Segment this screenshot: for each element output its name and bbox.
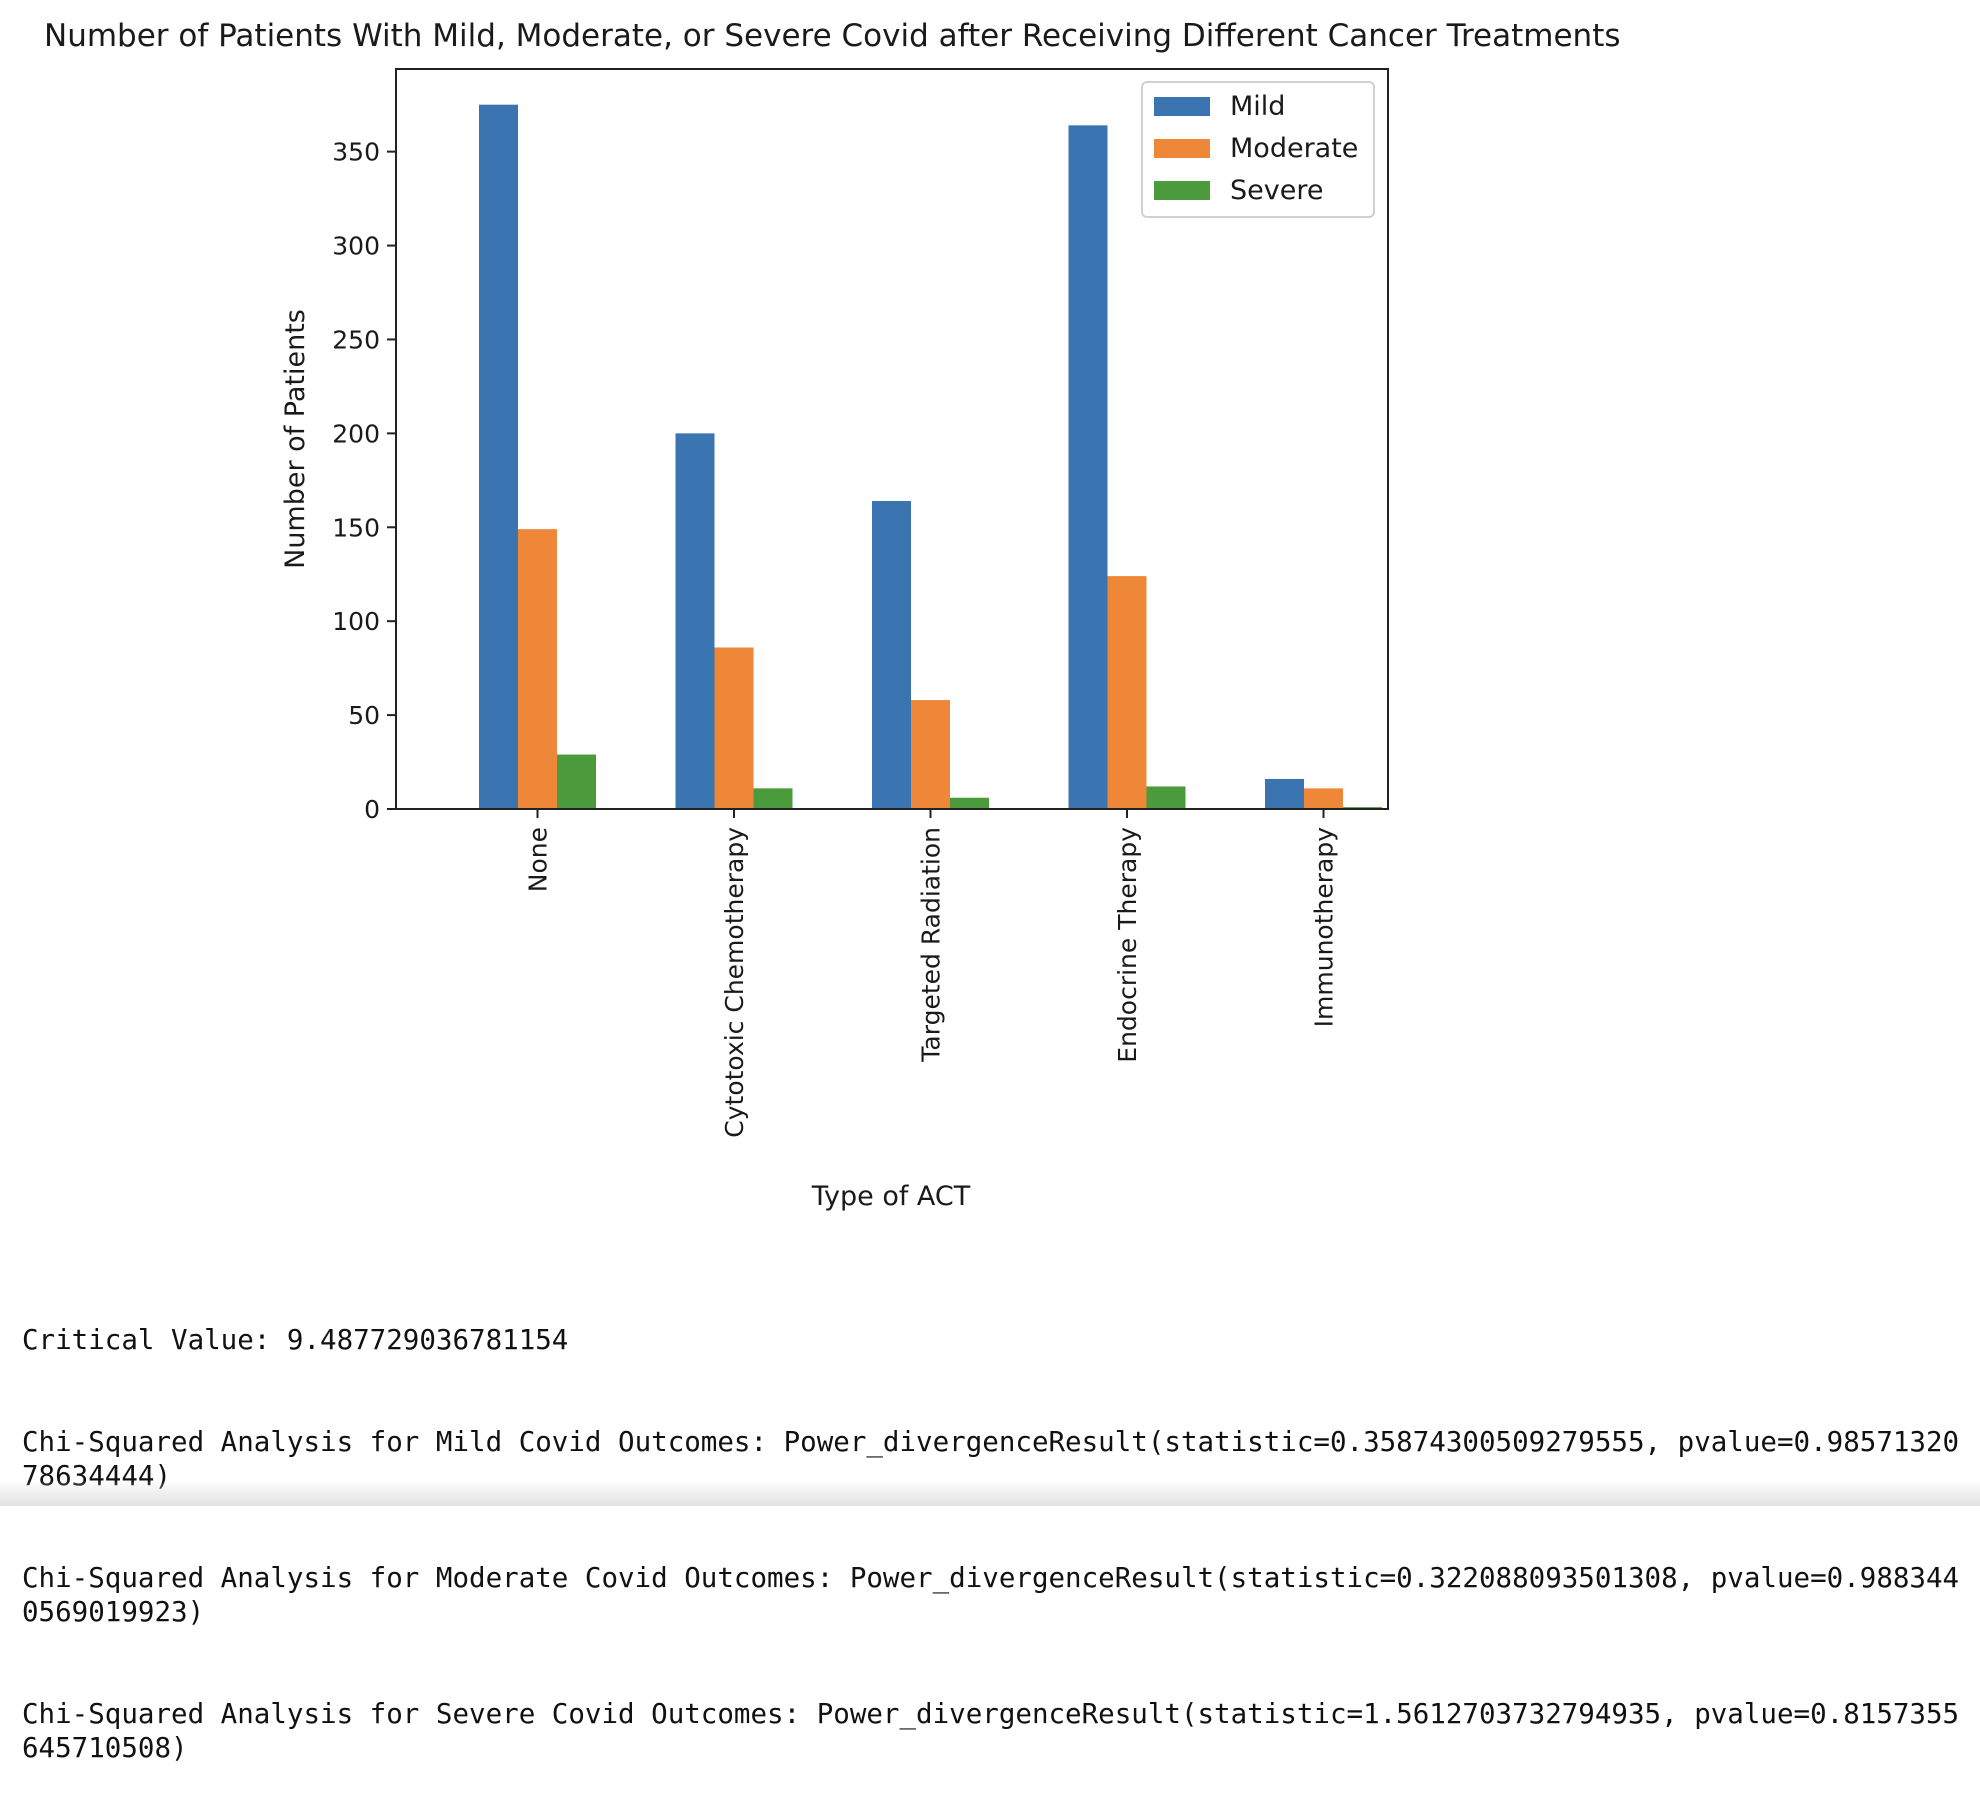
bar-moderate-3 — [1107, 576, 1147, 809]
legend-swatch-severe — [1154, 181, 1210, 200]
x-tick-label: Immunotherapy — [1310, 827, 1339, 1028]
y-tick-label: 200 — [332, 419, 380, 448]
x-tick-label: None — [524, 827, 553, 892]
x-axis-ticks: None Cytotoxic Chemotherapy Targeted Radia… — [524, 809, 1339, 1138]
y-tick-label: 100 — [332, 607, 380, 636]
severe-chi-squared-line: Chi-Squared Analysis for Severe Covid Ou… — [22, 1698, 1960, 1764]
bar-mild-2 — [872, 500, 911, 809]
bar-moderate-1 — [714, 647, 754, 809]
mild-chi-squared-line: Chi-Squared Analysis for Mild Covid Outc… — [22, 1426, 1960, 1492]
legend-swatch-mild — [1154, 97, 1210, 116]
legend-swatch-moderate — [1154, 139, 1210, 158]
bar-chart: 0 50 100 150 200 250 300 350 None Cytotoxic Chem… — [280, 68, 1389, 1212]
legend-label-moderate: Moderate — [1230, 133, 1358, 164]
critical-value-line: Critical Value: 9.487729036781154 — [22, 1324, 569, 1356]
legend-label-mild: Mild — [1230, 91, 1285, 122]
y-tick-label: 250 — [332, 325, 380, 354]
bar-mild-3 — [1068, 125, 1108, 810]
console-output: Critical Value: 9.487729036781154 Chi-Sq… — [22, 1255, 1972, 1799]
bar-mild-4 — [1265, 778, 1304, 809]
bar-mild-1 — [675, 433, 715, 809]
bar-severe-2 — [950, 797, 989, 809]
moderate-chi-squared-line: Chi-Squared Analysis for Moderate Covid … — [22, 1562, 1960, 1628]
legend-label-severe: Severe — [1230, 175, 1323, 206]
x-tick-label: Targeted Radiation — [917, 827, 946, 1063]
bottom-shade — [0, 1480, 1980, 1506]
bar-mild-0 — [479, 104, 518, 809]
y-tick-label: 150 — [332, 513, 380, 542]
y-tick-label: 0 — [364, 795, 380, 824]
y-axis-ticks: 0 50 100 150 200 250 300 350 — [332, 138, 396, 824]
x-tick-label: Endocrine Therapy — [1113, 827, 1142, 1063]
bar-moderate-4 — [1304, 788, 1343, 809]
chart-title: Number of Patients With Mild, Moderate, … — [44, 18, 1621, 54]
bar-severe-1 — [753, 788, 793, 809]
bar-moderate-0 — [518, 529, 557, 809]
y-axis-label: Number of Patients — [280, 309, 311, 569]
y-tick-label: 300 — [332, 232, 380, 261]
y-tick-label: 50 — [348, 701, 380, 730]
bar-moderate-2 — [911, 700, 950, 809]
bars-group — [479, 104, 1382, 810]
x-axis-label: Type of ACT — [811, 1181, 971, 1212]
y-tick-label: 350 — [332, 138, 380, 167]
plot-frame — [395, 68, 1389, 810]
x-tick-label: Cytotoxic Chemotherapy — [720, 827, 749, 1138]
bar-severe-0 — [557, 754, 596, 809]
legend: Mild Moderate Severe — [1141, 81, 1375, 218]
bar-severe-3 — [1146, 786, 1186, 809]
